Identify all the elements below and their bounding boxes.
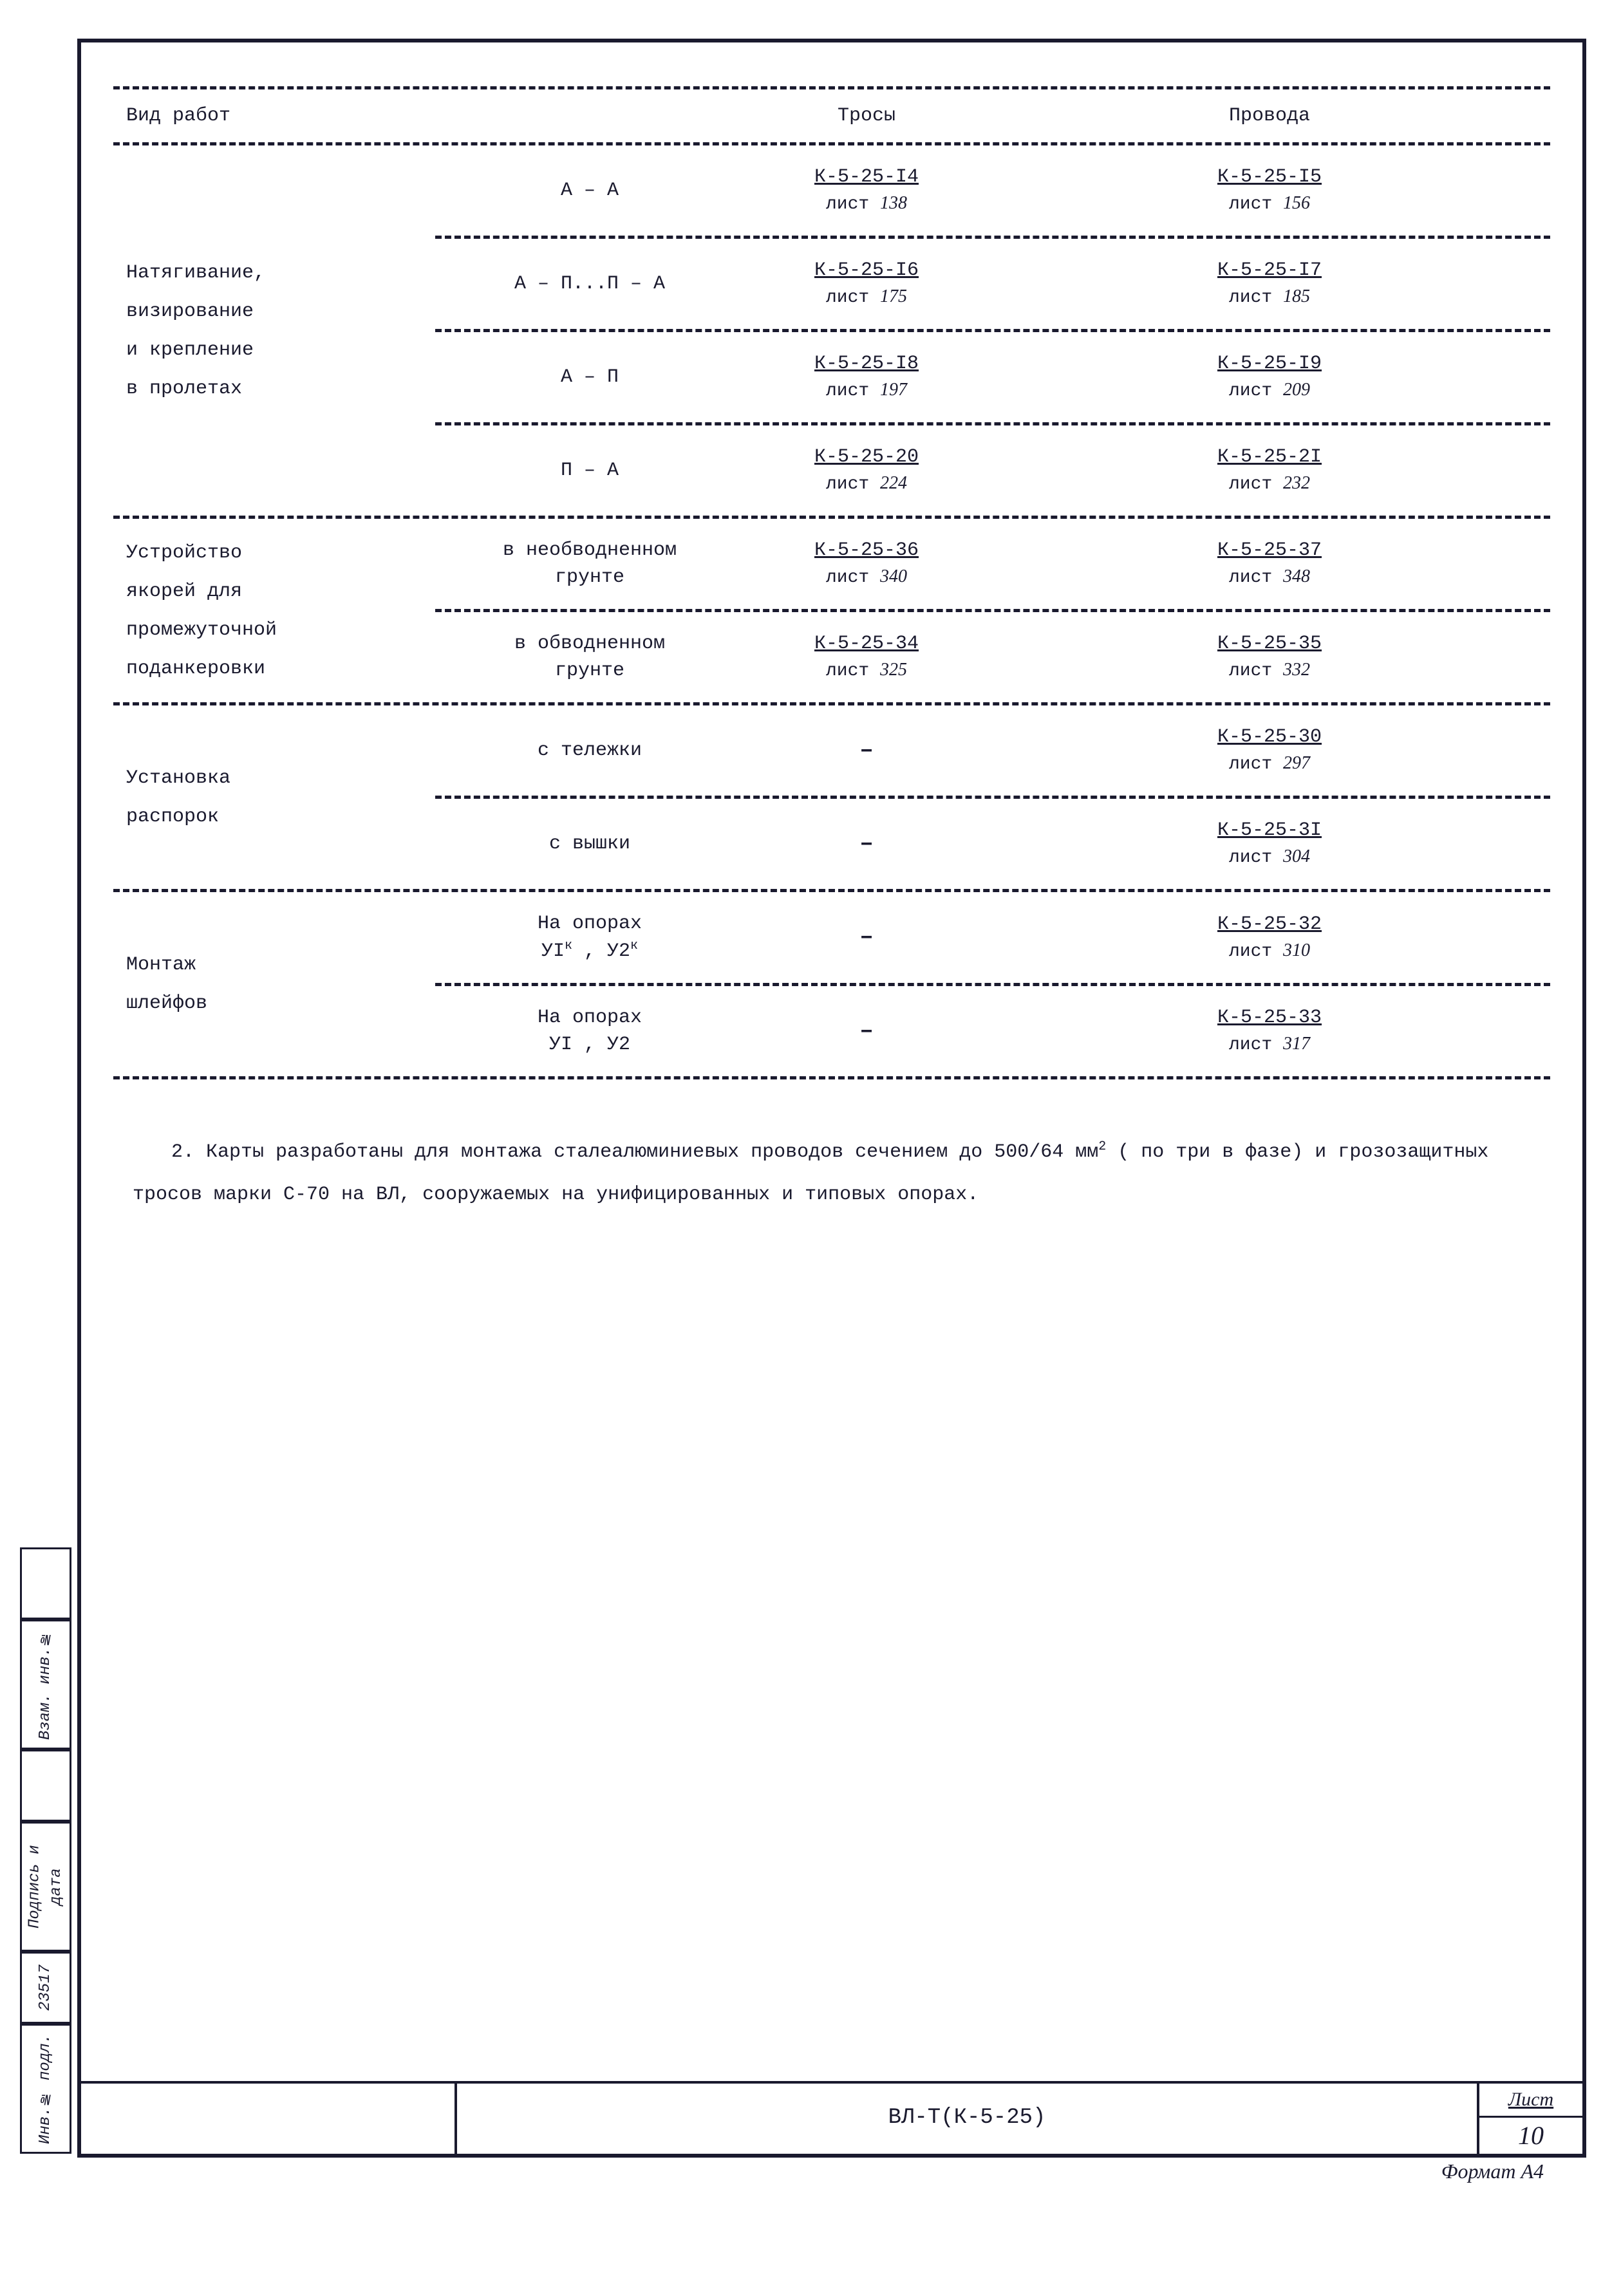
- section-label: Натягивание,визированиеи креплениев прол…: [113, 151, 435, 510]
- main-table: Вид работ Тросы Провода Натягивание,визи…: [113, 86, 1550, 1079]
- table-row: с вышки–К-5-25-3Iлист 304: [435, 804, 1550, 884]
- divider: [435, 796, 1550, 799]
- row-subtype: А – П: [435, 364, 744, 391]
- row-subtype: в необводненномгрунте: [435, 537, 744, 591]
- row-trosy: К-5-25-20лист 224: [744, 443, 989, 498]
- row-subtype: А – П...П – А: [435, 270, 744, 297]
- format-note: Формат А4: [1441, 2157, 1544, 2186]
- section-rows: в необводненномгрунтеК-5-25-36лист 340К-…: [435, 524, 1550, 697]
- row-provoda: К-5-25-30лист 297: [989, 723, 1550, 778]
- section-label: Установкараспорок: [113, 711, 435, 884]
- row-provoda: К-5-25-2Iлист 232: [989, 443, 1550, 498]
- section-rows: с тележки–К-5-25-30лист 297с вышки–К-5-2…: [435, 711, 1550, 884]
- table-header-row: Вид работ Тросы Провода: [113, 95, 1550, 137]
- row-trosy: К-5-25-I6лист 175: [744, 257, 989, 311]
- table-row: На опорахУIк , У2к–К-5-25-32лист 310: [435, 897, 1550, 978]
- stamp-empty1: [20, 1750, 71, 1822]
- stamp-inv-num: 23517: [20, 1952, 71, 2024]
- row-provoda: К-5-25-I9лист 209: [989, 350, 1550, 404]
- row-trosy: К-5-25-I4лист 138: [744, 163, 989, 218]
- table-section: МонтажшлейфовНа опорахУIк , У2к–К-5-25-3…: [113, 897, 1550, 1071]
- divider: [435, 422, 1550, 425]
- row-provoda: К-5-25-35лист 332: [989, 630, 1550, 684]
- table-row: На опорахУI , У2–К-5-25-33лист 317: [435, 991, 1550, 1071]
- divider: [113, 889, 1550, 892]
- section-rows: На опорахУIк , У2к–К-5-25-32лист 310На о…: [435, 897, 1550, 1071]
- row-subtype: На опорахУI , У2: [435, 1004, 744, 1058]
- table-row: А – АК-5-25-I4лист 138К-5-25-I5лист 156: [435, 151, 1550, 230]
- sheet-label: Лист: [1479, 2084, 1582, 2118]
- divider: [435, 983, 1550, 986]
- row-subtype: в обводненномгрунте: [435, 630, 744, 684]
- table-row: с тележки–К-5-25-30лист 297: [435, 711, 1550, 790]
- doc-number: ВЛ-Т(К-5-25): [455, 2084, 1477, 2154]
- table-row: в обводненномгрунтеК-5-25-34лист 325К-5-…: [435, 617, 1550, 697]
- sheet-box: Лист 10: [1477, 2084, 1582, 2154]
- row-provoda: К-5-25-33лист 317: [989, 1004, 1550, 1058]
- divider: [435, 329, 1550, 332]
- row-trosy: К-5-25-I8лист 197: [744, 350, 989, 404]
- row-subtype: с тележки: [435, 737, 744, 764]
- stamp-vzam: Взам. инв.№: [20, 1619, 71, 1750]
- table-section: Установкараспорокс тележки–К-5-25-30лист…: [113, 711, 1550, 884]
- row-trosy: –: [744, 1015, 989, 1047]
- document-page: Инв.№ подл. 23517 Подпись и дата Взам. и…: [77, 39, 1586, 2158]
- header-trosy: Тросы: [744, 102, 989, 129]
- section-rows: А – АК-5-25-I4лист 138К-5-25-I5лист 156А…: [435, 151, 1550, 510]
- table-row: П – АК-5-25-20лист 224К-5-25-2Iлист 232: [435, 431, 1550, 510]
- title-block: ВЛ-Т(К-5-25) Лист 10: [81, 2081, 1582, 2154]
- divider: [113, 702, 1550, 705]
- divider: [113, 86, 1550, 89]
- row-subtype: На опорахУIк , У2к: [435, 910, 744, 965]
- divider: [435, 609, 1550, 612]
- row-provoda: К-5-25-37лист 348: [989, 537, 1550, 591]
- header-work: Вид работ: [113, 102, 435, 129]
- table-row: в необводненномгрунтеК-5-25-36лист 340К-…: [435, 524, 1550, 604]
- row-trosy: К-5-25-36лист 340: [744, 537, 989, 591]
- sheet-number: 10: [1479, 2118, 1582, 2154]
- divider: [113, 516, 1550, 519]
- row-trosy: К-5-25-34лист 325: [744, 630, 989, 684]
- divider: [113, 142, 1550, 145]
- table-section: Натягивание,визированиеи креплениев прол…: [113, 151, 1550, 510]
- table-section: Устройствоякорей дляпромежуточнойподанке…: [113, 524, 1550, 697]
- stamp-empty2: [20, 1547, 71, 1619]
- header-provoda: Провода: [989, 102, 1550, 129]
- row-subtype: А – А: [435, 177, 744, 204]
- row-provoda: К-5-25-I5лист 156: [989, 163, 1550, 218]
- row-provoda: К-5-25-32лист 310: [989, 911, 1550, 965]
- section-label: Устройствоякорей дляпромежуточнойподанке…: [113, 524, 435, 697]
- row-trosy: –: [744, 921, 989, 953]
- row-trosy: –: [744, 734, 989, 767]
- table-row: А – ПК-5-25-I8лист 197К-5-25-I9лист 209: [435, 337, 1550, 417]
- row-provoda: К-5-25-3Iлист 304: [989, 817, 1550, 871]
- title-spacer: [81, 2084, 455, 2154]
- row-provoda: К-5-25-I7лист 185: [989, 257, 1550, 311]
- footer-note: 2. Карты разработаны для монтажа сталеал…: [113, 1131, 1550, 1216]
- section-label: Монтажшлейфов: [113, 897, 435, 1071]
- row-subtype: с вышки: [435, 830, 744, 857]
- divider: [435, 236, 1550, 239]
- row-trosy: –: [744, 828, 989, 860]
- side-stamp-block: Инв.№ подл. 23517 Подпись и дата Взам. и…: [20, 1547, 71, 2154]
- stamp-inv-podl: Инв.№ подл.: [20, 2024, 71, 2154]
- row-subtype: П – А: [435, 457, 744, 484]
- table-row: А – П...П – АК-5-25-I6лист 175К-5-25-I7л…: [435, 244, 1550, 324]
- divider: [113, 1076, 1550, 1079]
- stamp-podpis: Подпись и дата: [20, 1822, 71, 1952]
